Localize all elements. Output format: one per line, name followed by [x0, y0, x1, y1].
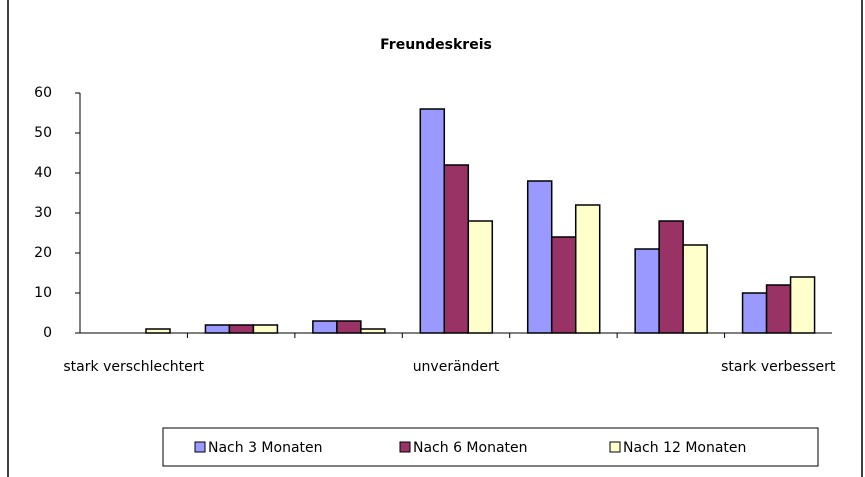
x-tick-label: stark verschlechtert	[63, 359, 204, 375]
y-tick-label: 20	[34, 245, 52, 261]
bar	[467, 220, 494, 334]
bar	[312, 320, 338, 334]
bar	[443, 164, 470, 334]
bar	[252, 324, 279, 334]
y-tick-label: 0	[43, 325, 52, 341]
bar	[336, 320, 362, 334]
bar	[145, 328, 171, 334]
legend-swatch	[194, 441, 206, 453]
y-tick-label: 30	[34, 205, 52, 221]
legend-box	[162, 427, 819, 467]
bar	[634, 248, 660, 334]
chart-title: Freundeskreis	[380, 37, 492, 53]
legend-label: Nach 6 Monaten	[413, 440, 528, 456]
x-tick-label: unverändert	[413, 359, 500, 375]
y-tick-label: 10	[34, 285, 52, 301]
bar	[741, 292, 768, 334]
bar	[658, 220, 684, 334]
y-tick-label: 40	[34, 165, 52, 181]
legend-label: Nach 12 Monaten	[623, 440, 746, 456]
bar	[765, 284, 792, 334]
legend-swatch	[609, 441, 621, 453]
bar	[550, 236, 577, 334]
y-tick-label: 60	[34, 85, 52, 101]
bar	[526, 180, 553, 334]
y-tick-label: 50	[34, 125, 52, 141]
bar	[789, 276, 816, 334]
legend-swatch	[399, 441, 411, 453]
bar	[204, 324, 231, 334]
bar	[419, 108, 446, 334]
bar	[574, 204, 601, 334]
bar	[360, 328, 386, 334]
bar	[228, 324, 255, 334]
x-tick-label: stark verbessert	[721, 359, 836, 375]
bar	[682, 244, 708, 334]
legend-label: Nach 3 Monaten	[208, 440, 323, 456]
